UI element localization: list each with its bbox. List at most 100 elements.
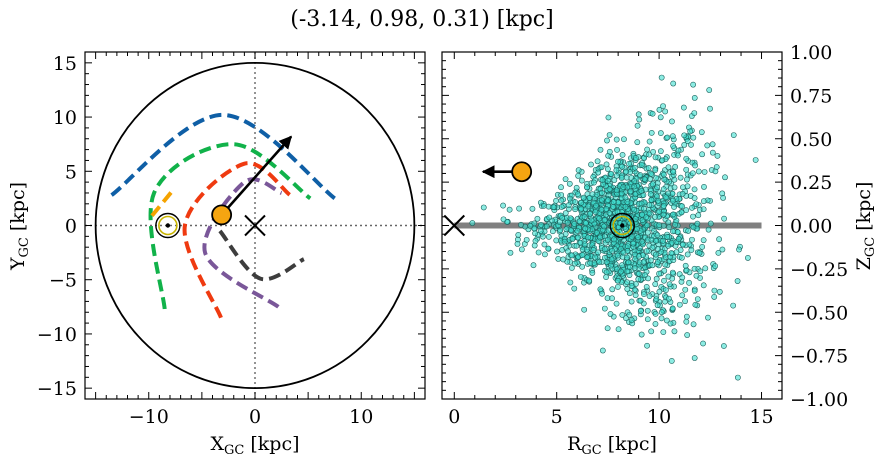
spiral-arm-0 — [110, 112, 336, 200]
star-point — [689, 170, 696, 177]
star-point — [587, 210, 593, 217]
star-point — [654, 232, 661, 239]
star-point — [558, 184, 564, 191]
star-point — [581, 213, 588, 220]
star-point — [693, 272, 700, 279]
star-point — [713, 164, 720, 170]
star-point — [637, 297, 644, 304]
star-point — [631, 206, 638, 213]
sun-ring — [158, 215, 178, 236]
star-point — [571, 221, 578, 227]
star-point — [652, 310, 659, 317]
star-point — [569, 236, 576, 242]
star-point — [589, 270, 596, 276]
star-points — [469, 74, 759, 381]
star-point — [649, 110, 656, 117]
galactic-center-marker — [244, 214, 266, 237]
y-tick-label: 15 — [53, 53, 77, 75]
star-point — [644, 146, 651, 153]
star-point — [610, 204, 616, 210]
rz-ylabel: ZGC [kpc] — [853, 182, 878, 271]
star-point — [667, 320, 674, 327]
star-point — [638, 331, 645, 338]
star-point — [605, 177, 611, 184]
star-point — [675, 152, 681, 159]
rz-panel: 0 5 10 15 −1.00 −0.75 −0.50 −0.25 0.00 0.25 0.50 0.… — [441, 42, 878, 458]
star-point — [634, 122, 641, 129]
star-point — [568, 227, 574, 234]
y-tick-label: −15 — [37, 378, 77, 400]
star-point — [671, 184, 678, 191]
x-tick-label: −10 — [129, 406, 169, 428]
star-point — [573, 184, 580, 191]
star-point — [684, 251, 691, 258]
star-point — [623, 168, 630, 175]
rz-panel-ticks: 0 5 10 15 −1.00 −0.75 −0.50 −0.25 0.00 0.25 0.50 0.… — [442, 42, 848, 428]
star-point — [531, 225, 538, 232]
star-point — [636, 270, 642, 277]
star-point — [695, 168, 702, 175]
star-point — [687, 128, 694, 135]
star-point — [545, 203, 552, 210]
star-point — [736, 246, 742, 253]
x-tick-label: 0 — [448, 406, 460, 428]
star-point — [690, 81, 697, 88]
star-point — [696, 250, 703, 256]
star-point — [529, 205, 536, 212]
y-tick-label: 0.00 — [790, 216, 832, 238]
star-point — [628, 317, 635, 324]
star-point — [644, 316, 651, 323]
star-point — [581, 241, 588, 248]
star-point — [584, 184, 590, 191]
star-point — [655, 197, 662, 204]
star-point — [573, 242, 580, 249]
star-point — [634, 139, 641, 146]
star-point — [613, 136, 620, 143]
star-point — [469, 220, 476, 226]
star-point — [558, 192, 565, 198]
star-point — [589, 191, 596, 198]
star-point — [705, 226, 712, 233]
star-point — [615, 158, 621, 165]
star-point — [531, 242, 538, 249]
star-point — [603, 259, 610, 266]
star-point — [584, 254, 590, 261]
star-point — [637, 308, 644, 314]
star-point — [661, 267, 668, 274]
star-point — [662, 194, 669, 201]
star-point — [604, 137, 610, 144]
star-point — [614, 277, 621, 284]
x-tick-label: 15 — [749, 406, 773, 428]
star-point — [682, 262, 689, 269]
star-point — [566, 195, 573, 202]
xy-panel-ticks: −10 0 10 −15 −10 −5 0 5 10 15 — [37, 52, 425, 428]
star-point — [664, 134, 671, 141]
star-point — [730, 302, 737, 309]
star-point — [690, 321, 697, 328]
star-point — [690, 224, 697, 231]
star-point — [620, 184, 627, 191]
star-point — [568, 265, 575, 271]
star-point — [575, 234, 581, 241]
star-point — [557, 219, 563, 225]
star-point — [621, 136, 627, 143]
star-point — [605, 114, 612, 121]
star-point — [506, 206, 513, 213]
star-point — [665, 242, 672, 249]
star-point — [622, 226, 629, 232]
star-point — [646, 202, 653, 208]
star-point — [655, 246, 661, 252]
star-point — [649, 244, 656, 251]
star-point — [686, 279, 692, 286]
star-point — [603, 161, 610, 168]
star-point — [652, 214, 658, 220]
star-point — [554, 248, 560, 255]
star-point — [659, 157, 666, 164]
star-point — [672, 221, 678, 228]
star-point — [601, 246, 608, 253]
sun-center-dot — [620, 223, 625, 228]
star-point — [516, 205, 522, 212]
star-point — [679, 190, 686, 197]
star-point — [608, 256, 615, 263]
